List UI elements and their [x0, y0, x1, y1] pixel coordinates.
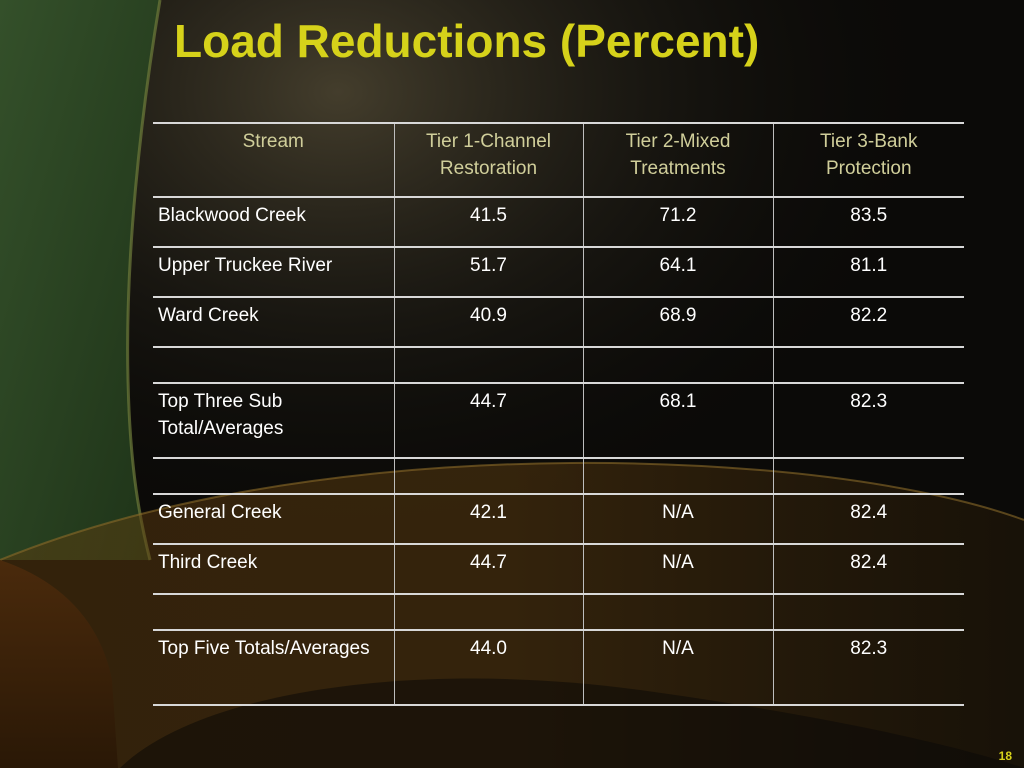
tier2-cell: 71.2: [582, 196, 774, 248]
tier2-cell: 68.9: [582, 296, 774, 348]
stream-cell: Blackwood Creek: [153, 196, 395, 248]
tier3-cell: [772, 593, 964, 631]
tier2-cell: 64.1: [582, 246, 774, 298]
slide-number: 18: [998, 749, 1012, 763]
stream-cell: Third Creek: [153, 543, 395, 595]
table-row-empty: [153, 346, 964, 384]
tier2-cell: 68.1: [582, 382, 774, 459]
header-stream: Stream: [153, 122, 395, 198]
tier2-cell: [582, 593, 774, 631]
tier3-cell: 82.4: [772, 493, 964, 545]
tier3-cell: [772, 457, 964, 495]
tier2-cell: N/A: [582, 543, 774, 595]
header-tier1: Tier 1-Channel Restoration: [393, 122, 584, 198]
tier3-cell: 82.3: [772, 382, 964, 459]
tier1-cell: [393, 346, 584, 384]
tier1-cell: 42.1: [393, 493, 584, 545]
table-row-total: Top Five Totals/Averages 44.0 N/A 82.3: [153, 629, 964, 706]
stream-cell: [153, 346, 395, 384]
tier1-cell: 44.0: [393, 629, 584, 706]
tier3-cell: 82.4: [772, 543, 964, 595]
stream-cell: Top Five Totals/Averages: [153, 629, 395, 706]
stream-cell: [153, 593, 395, 631]
green-panel-shape: [0, 0, 160, 560]
tier2-cell: [582, 346, 774, 384]
load-reductions-table: Stream Tier 1-Channel Restoration Tier 2…: [153, 122, 964, 706]
green-panel-highlight: [126, 0, 162, 561]
tier3-cell: 83.5: [772, 196, 964, 248]
stream-cell: Upper Truckee River: [153, 246, 395, 298]
table-row: Blackwood Creek 41.5 71.2 83.5: [153, 196, 964, 248]
tier1-cell: 41.5: [393, 196, 584, 248]
tier1-cell: [393, 457, 584, 495]
table-row: Ward Creek 40.9 68.9 82.2: [153, 296, 964, 348]
table-row-empty: [153, 593, 964, 631]
header-tier3: Tier 3-Bank Protection: [772, 122, 964, 198]
tier2-cell: N/A: [582, 629, 774, 706]
tier1-cell: 44.7: [393, 543, 584, 595]
tier3-cell: 81.1: [772, 246, 964, 298]
stream-cell: General Creek: [153, 493, 395, 545]
tier1-cell: 51.7: [393, 246, 584, 298]
table-row: Upper Truckee River 51.7 64.1 81.1: [153, 246, 964, 298]
tier1-cell: 44.7: [393, 382, 584, 459]
tier3-cell: 82.2: [772, 296, 964, 348]
tier2-cell: [582, 457, 774, 495]
tier1-cell: [393, 593, 584, 631]
stream-cell: Top Three Sub Total/Averages: [153, 382, 395, 459]
tier1-cell: 40.9: [393, 296, 584, 348]
slide-title: Load Reductions (Percent): [174, 15, 760, 67]
brown-corner-shape: [0, 560, 118, 768]
tier3-cell: 82.3: [772, 629, 964, 706]
table-row-subtotal: Top Three Sub Total/Averages 44.7 68.1 8…: [153, 382, 964, 459]
table-row: Third Creek 44.7 N/A 82.4: [153, 543, 964, 595]
stream-cell: Ward Creek: [153, 296, 395, 348]
tier3-cell: [772, 346, 964, 384]
table-row: General Creek 42.1 N/A 82.4: [153, 493, 964, 545]
stream-cell: [153, 457, 395, 495]
header-tier2: Tier 2-Mixed Treatments: [582, 122, 774, 198]
table-row-empty: [153, 457, 964, 495]
tier2-cell: N/A: [582, 493, 774, 545]
table-header-row: Stream Tier 1-Channel Restoration Tier 2…: [153, 122, 964, 198]
